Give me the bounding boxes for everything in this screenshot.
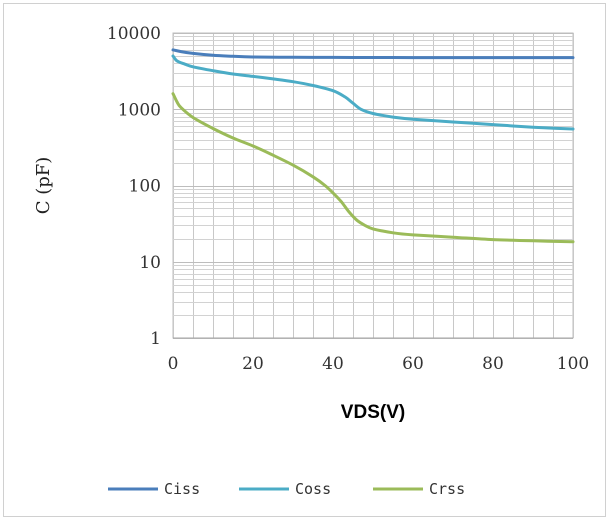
grid-lines: [172, 32, 574, 339]
y-tick-label: 10: [139, 253, 161, 273]
series-line-ciss: [171, 48, 575, 60]
x-tick-label: 60: [402, 354, 424, 374]
legend: Ciss Coss Crss: [108, 480, 465, 498]
legend-label-coss: Coss: [295, 480, 331, 498]
x-tick-label: 40: [322, 354, 344, 374]
x-tick-label: 0: [168, 354, 179, 374]
tick-labels: 0 20 40 60 80 100 1 10 100 1000 10000: [107, 24, 589, 374]
y-tick-label: 100: [129, 177, 161, 197]
x-axis-label: VDS(V): [341, 402, 405, 423]
series-line-crss: [171, 92, 575, 244]
y-tick-label: 1000: [118, 100, 161, 120]
x-tick-label: 80: [482, 354, 504, 374]
y-axis-label: C (pF): [33, 157, 54, 215]
y-tick-label: 10000: [107, 24, 161, 44]
series-lines: [171, 48, 575, 244]
x-tick-label: 20: [242, 354, 264, 374]
legend-label-crss: Crss: [429, 480, 465, 498]
x-tick-label: 100: [557, 354, 589, 374]
chart-frame: [3, 3, 606, 517]
legend-label-ciss: Ciss: [164, 480, 200, 498]
series-line-coss: [171, 54, 575, 131]
y-tick-label: 1: [150, 329, 161, 349]
